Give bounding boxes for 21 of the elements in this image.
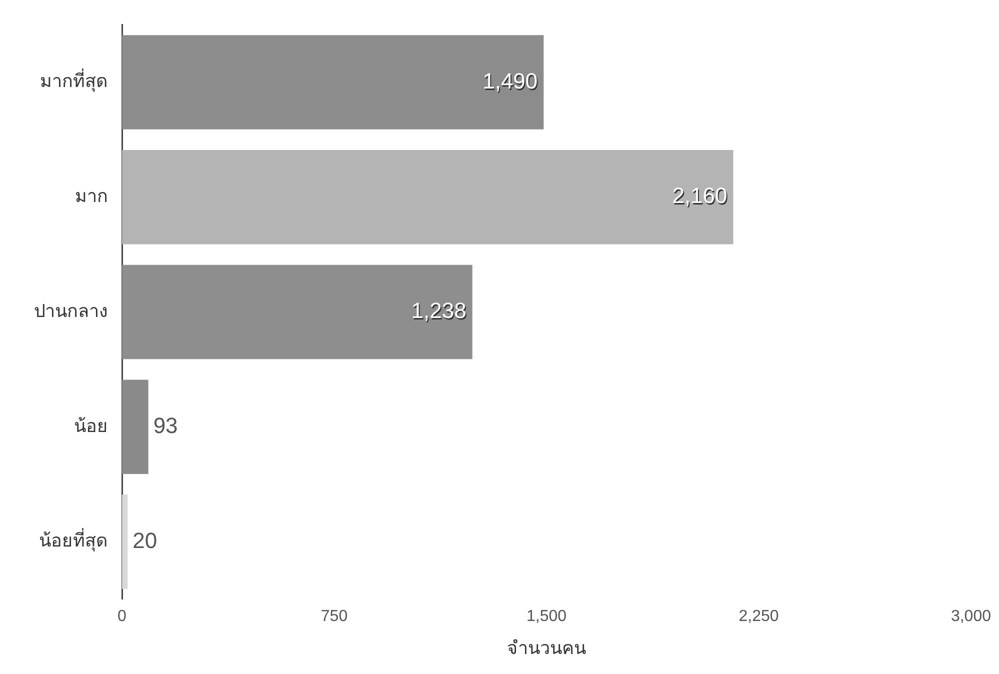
data-label: 20 [132,528,158,553]
x-tick-label: 0 [118,608,127,626]
x-axis-title: จำนวนคน [506,638,586,658]
data-label: 1,490 [484,70,539,95]
bar [122,150,734,244]
y-tick-label: มาก [75,186,108,206]
bar [122,380,148,474]
x-tick-label: 750 [320,608,348,626]
data-label: 2,160 [673,184,728,210]
y-tick-label: ปานกลาง [34,300,108,321]
data-label: 1,238 [412,300,468,325]
y-tick-label: น้อยที่สุด [39,528,108,552]
data-label: 93 [153,412,178,438]
bar [122,35,544,130]
bar [122,264,472,360]
bar [122,494,128,589]
x-tick-label: 1,500 [526,608,567,626]
x-tick-label: 2,250 [738,608,779,626]
y-tick-label: มากที่สุด [40,68,108,92]
x-tick-label: 3,000 [950,608,992,626]
y-tick-label: น้อย [74,416,108,436]
